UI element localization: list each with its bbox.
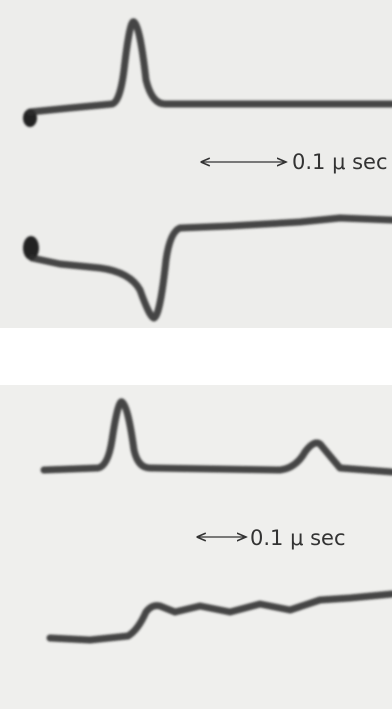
panel-bottom: 0.1 μ sec <box>0 385 392 709</box>
scale-label: 0.1 μ sec <box>292 150 388 174</box>
scale-label: 0.1 μ sec <box>250 526 346 550</box>
panel-top: 0.1 μ sec <box>0 0 392 328</box>
oscillogram-figure: 0.1 μ sec 0.1 μ sec <box>0 0 392 709</box>
